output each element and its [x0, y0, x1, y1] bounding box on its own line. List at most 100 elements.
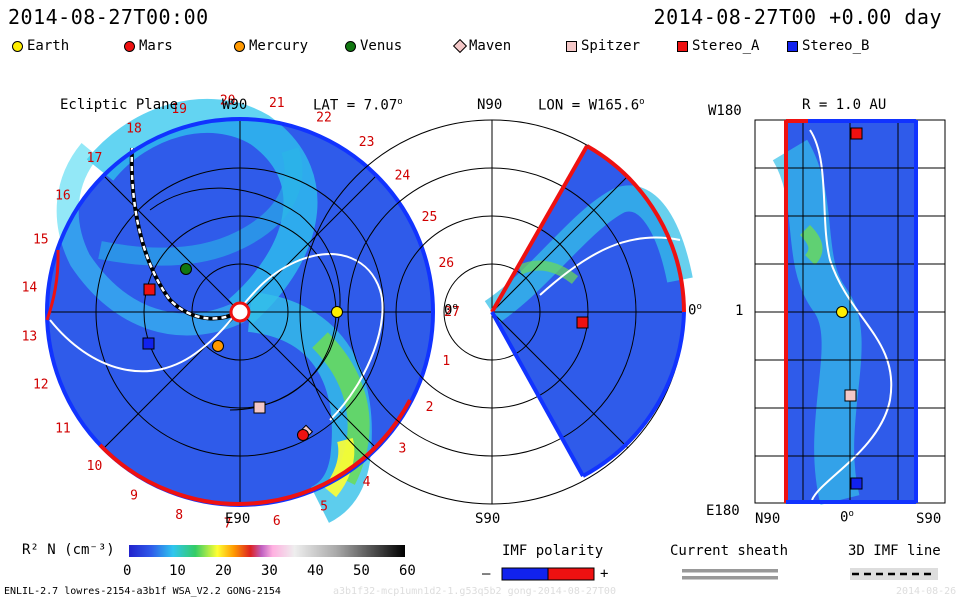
mars-marker	[297, 429, 309, 441]
carrington-label: 22	[316, 110, 332, 125]
rim-polarity-top	[45, 117, 435, 313]
imf-polarity-negative	[501, 567, 549, 581]
rim-polarity-red-2	[45, 249, 60, 321]
radial-r-label: R = 1.0 AU	[802, 97, 887, 113]
spitzer-marker-icon	[566, 40, 577, 52]
ecliptic-plane-panel	[45, 99, 435, 523]
timestamp-left: 2014-08-27T00:00	[8, 5, 209, 29]
carrington-label: 27	[444, 305, 460, 320]
radial-sheath	[809, 129, 893, 501]
radial-spitzer-marker	[844, 389, 857, 402]
meridional-edge-red	[490, 145, 589, 313]
carrington-label: 3	[398, 441, 406, 456]
carrington-label: 2	[426, 400, 434, 415]
venus-marker	[180, 263, 192, 275]
meridional-axis-d2	[491, 311, 629, 449]
carrington-label: 18	[126, 121, 142, 136]
carrington-label: 7	[224, 517, 232, 532]
imf-polarity-title: IMF polarity	[502, 543, 604, 559]
meridional-rim-red	[586, 144, 686, 313]
spitzer-marker	[253, 401, 266, 414]
imf-line-dash	[130, 147, 239, 320]
footer-date: 2014-08-26	[896, 586, 957, 597]
carrington-label: 16	[55, 189, 71, 204]
carrington-label: 4	[363, 475, 371, 490]
meridional-stereo-a-marker	[576, 316, 589, 329]
radial-stereo-a-marker	[850, 127, 863, 140]
legend-item-mars: Mars	[124, 38, 173, 54]
timestamp-right: 2014-08-27T00 +0.00 day	[653, 5, 942, 29]
legend-item-stereo-b: Stereo_B	[787, 38, 869, 54]
carrington-label: 23	[359, 135, 375, 150]
imf-polarity-minus: –	[482, 566, 491, 582]
meridional-edge-blue	[490, 311, 585, 477]
colorbar-tick-label: 60	[399, 563, 416, 579]
colorbar-label: R² N (cm⁻³)	[22, 542, 115, 558]
carrington-label: 26	[438, 256, 454, 271]
colorbar	[129, 545, 405, 557]
earth-marker-icon	[12, 40, 23, 52]
radial-stereo-b-marker	[850, 477, 863, 490]
density-streamer-2	[56, 142, 245, 336]
carrington-label: 12	[33, 378, 49, 393]
imf-line-title: 3D IMF line	[848, 543, 941, 559]
density-streamer-1	[86, 99, 318, 325]
density-peak	[323, 438, 355, 498]
legend-item-mercury: Mercury	[234, 38, 308, 54]
carrington-label: 14	[22, 280, 38, 295]
current-sheath-line	[49, 253, 384, 421]
colorbar-tick-label: 20	[215, 563, 232, 579]
stereo-a-marker-icon	[677, 40, 688, 52]
radial-mid-label: 1	[735, 303, 744, 319]
imf-polarity-positive	[547, 567, 595, 581]
mercury-marker-icon	[234, 40, 245, 52]
meridional-rim-blue	[582, 311, 686, 478]
mars-marker-icon	[124, 40, 135, 52]
legend-label: Earth	[27, 38, 70, 54]
meridional-lon-label: LON = W165.6o	[538, 97, 645, 114]
carrington-label: 13	[22, 330, 38, 345]
carrington-label: 20	[220, 93, 236, 108]
radial-green	[799, 225, 823, 265]
legend-label: Mars	[139, 38, 173, 54]
ecliptic-title: Ecliptic Plane	[60, 97, 179, 113]
legend-label: Stereo_B	[802, 38, 870, 54]
colorbar-tick-label: 0	[123, 563, 132, 579]
current-sheath-swatch-1	[682, 569, 778, 573]
legend-label: Venus	[360, 38, 403, 54]
ecliptic-right-label: 0o	[444, 302, 458, 319]
carrington-label: 9	[130, 489, 138, 504]
radial-panel	[754, 119, 946, 505]
legend-item-spitzer: Spitzer	[566, 38, 640, 54]
footer-run-info: a3b1f32-mcp1umn1d2-1.g53q5b2 gong-2014-0…	[333, 586, 616, 597]
carrington-label: 6	[273, 514, 281, 529]
ecliptic-lat-label: LAT = 7.07o	[313, 97, 403, 114]
carrington-label: 10	[87, 459, 103, 474]
meridional-axis-d1	[491, 175, 629, 313]
legend-label: Spitzer	[581, 38, 641, 54]
carrington-label: 1	[442, 354, 450, 369]
legend-label: Stereo_A	[692, 38, 760, 54]
radial-streamer	[772, 139, 862, 505]
radial-bottom-left-label: E180	[706, 503, 740, 519]
spiral-arc	[149, 187, 341, 411]
colorbar-tick-label: 10	[169, 563, 186, 579]
carrington-label: 25	[422, 210, 438, 225]
current-sheath-title: Current sheath	[670, 543, 789, 559]
current-sheath-swatch-2	[682, 576, 778, 580]
ecliptic-top-label: W90	[222, 97, 248, 113]
meridional-sheath	[539, 236, 681, 296]
meridional-right-label: 0o	[688, 302, 702, 319]
carrington-label: 11	[55, 422, 71, 437]
stereo-b-marker	[142, 337, 155, 350]
radial-x-mid: 0o	[840, 509, 854, 526]
meridional-panel	[299, 119, 693, 505]
rim-polarity-red	[98, 399, 412, 506]
meridional-green	[517, 260, 579, 284]
meridional-bottom-label: S90	[475, 511, 501, 527]
meridional-top-label: N90	[477, 97, 503, 113]
legend-label: Mercury	[249, 38, 309, 54]
sun-icon	[229, 301, 251, 323]
